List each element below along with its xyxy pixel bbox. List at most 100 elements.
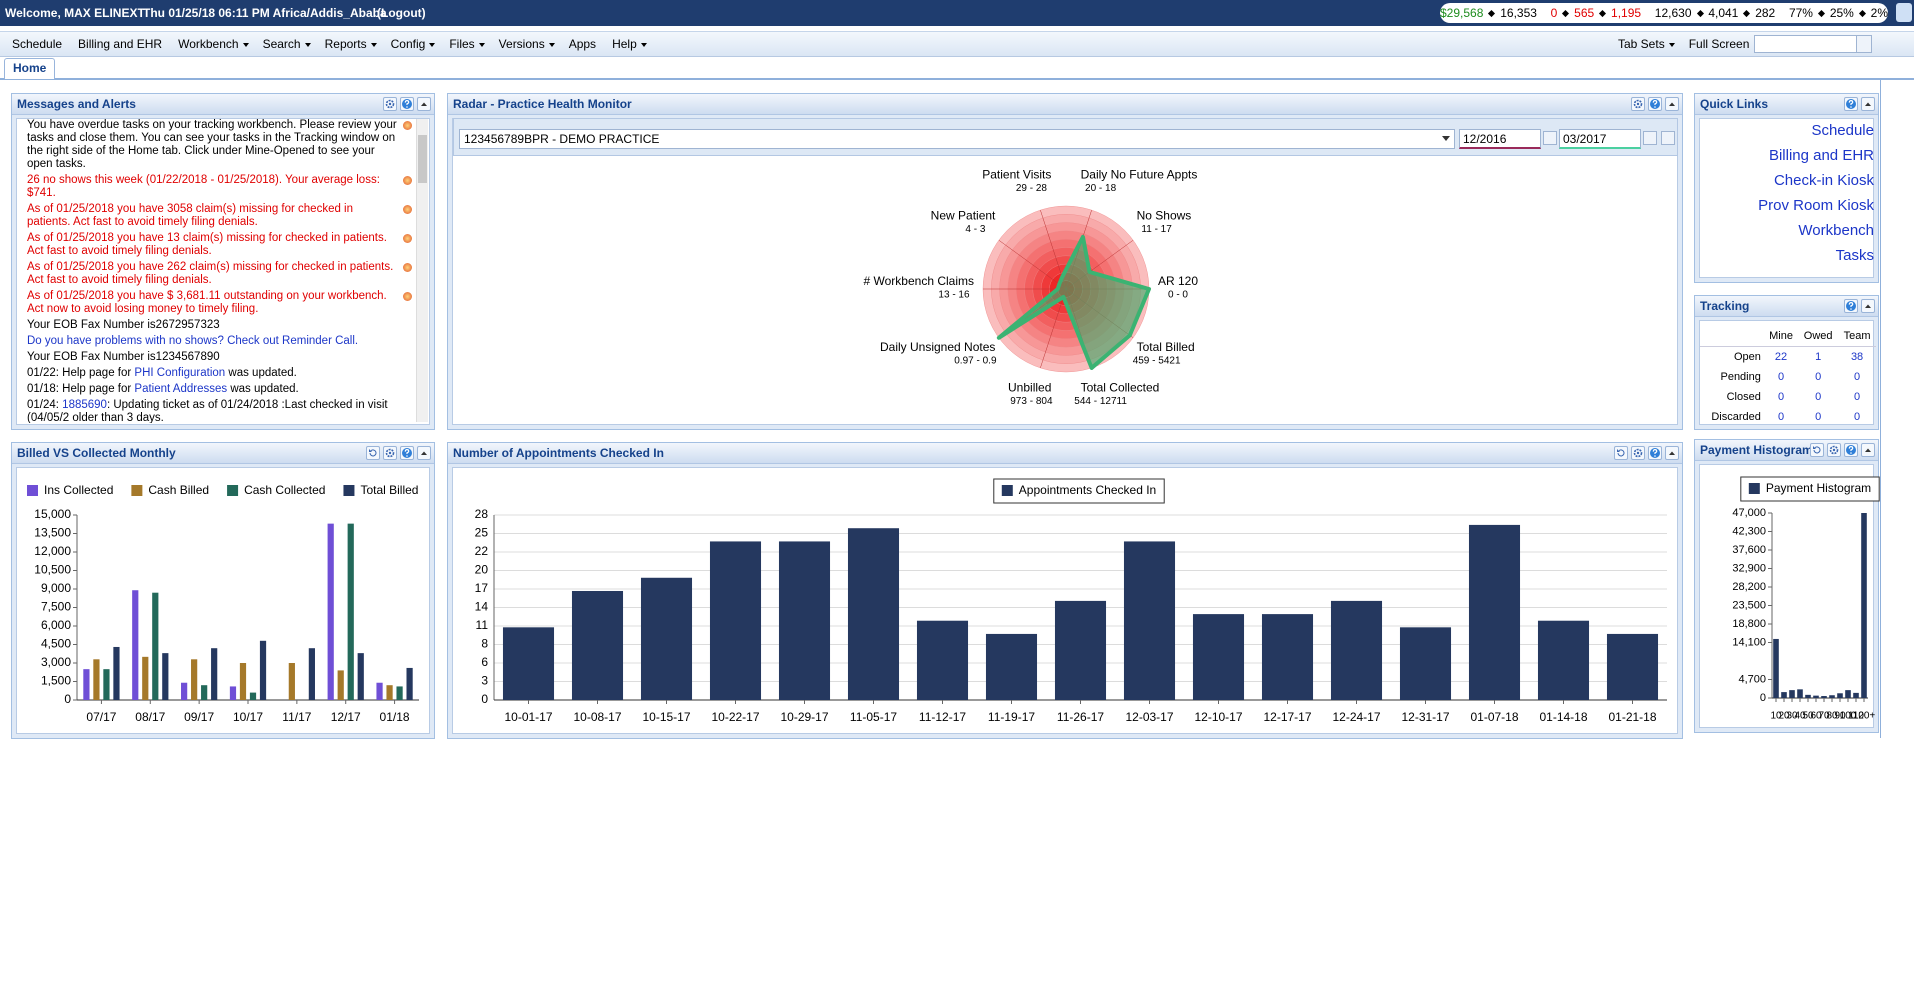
menu-item[interactable]: Full Screen [1688,37,1750,51]
message-link[interactable]: Patient Addresses [134,383,228,395]
message-link[interactable]: PHI Configuration [134,367,226,379]
panel-tool[interactable] [400,97,414,111]
help-button[interactable] [1896,3,1912,22]
panel-tool[interactable] [1631,97,1645,111]
stat: 1,195 [1611,6,1642,20]
legend-label: Appointments Checked In [1019,483,1156,497]
y-tick-label: 11 [476,618,489,632]
date-to[interactable]: 03/2017 [1559,129,1641,149]
panel-tool[interactable] [1844,443,1858,457]
panel-tool[interactable] [400,446,414,460]
count[interactable]: 0 [1815,371,1822,383]
panel-tool[interactable] [1810,443,1824,457]
message-link[interactable]: 1885690 [62,399,107,411]
menu-item[interactable]: Versions [491,37,561,51]
message-text: 01/18: Help page for Patient Addresses w… [16,383,397,396]
bar [1853,692,1859,698]
calendar-button[interactable] [1543,131,1557,145]
bar [1821,696,1827,698]
count[interactable]: 0 [1815,411,1822,423]
bar [337,670,344,700]
panel-tool[interactable] [1844,299,1858,313]
y-tick-label: 9,000 [41,581,71,595]
calendar-button[interactable] [1643,131,1657,145]
radar-range: 0.97 - 0.9 [954,355,997,366]
bar [1789,690,1795,698]
alert-icon [403,292,412,301]
count[interactable]: 0 [1777,411,1785,423]
row-label: Pending [1720,371,1761,383]
logout-link[interactable]: (Logout) [377,6,426,20]
tracking-row: Pending 0 0 0 [1700,367,1876,387]
x-tick-label: 60 [1810,711,1822,722]
quick-link[interactable]: Tasks [1835,247,1874,264]
count[interactable]: 0 [1854,371,1861,383]
count[interactable]: 0 [1854,391,1861,403]
count[interactable]: 0 [1777,371,1785,383]
quick-link[interactable]: Workbench [1798,222,1874,239]
count[interactable]: 38 [1850,351,1864,363]
bar [847,528,900,700]
panel-tool[interactable] [383,97,397,111]
y-tick-label: 17 [475,581,489,595]
panel-tool[interactable] [1861,299,1875,313]
legend-box [993,478,1165,504]
radar-controls: 123456789BPR - DEMO PRACTICE 12/2016 03/20… [453,118,1678,156]
panel-tool[interactable] [1648,446,1662,460]
count[interactable]: 0 [1815,391,1822,403]
y-tick-label: 23,500 [1732,599,1766,611]
count[interactable]: 1 [1815,351,1822,363]
menu-item[interactable]: Apps [568,37,597,51]
menu-item[interactable]: Tab Sets [1610,37,1681,51]
x-tick-label: 01/18 [380,710,410,724]
message-part: 01/24: [27,399,63,411]
message-text: Your EOB Fax Number is2672957323 [16,319,397,332]
count[interactable]: 0 [1854,411,1861,423]
quick-link[interactable]: Billing and EHR [1768,147,1874,164]
y-tick-label: 3 [481,674,488,688]
panel-tool[interactable] [1614,446,1628,460]
x-tick-label: 12-17-17 [1263,710,1311,724]
count[interactable]: 22 [1774,351,1788,363]
message: As of 01/25/2018 you have $ 3,681.11 out… [16,290,412,316]
panel-tool[interactable] [383,446,397,460]
practice-select[interactable]: 123456789BPR - DEMO PRACTICE [459,129,1455,149]
quick-link[interactable]: Schedule [1811,122,1874,139]
panel-tool[interactable] [417,97,431,111]
panel-tool[interactable] [1665,446,1679,460]
menu-item[interactable]: Config [383,37,442,51]
refresh-button[interactable] [1661,131,1675,145]
panel-tool[interactable] [1631,446,1645,460]
panel-tool[interactable] [1844,97,1858,111]
panel-tool[interactable] [1861,443,1875,457]
count[interactable]: 0 [1777,391,1785,403]
menu-bar: Schedule Billing and EHR Workbench Search Re… [0,31,1914,57]
panel-tool[interactable] [366,446,380,460]
panel-tool[interactable] [1861,97,1875,111]
panel-tool[interactable] [1827,443,1841,457]
menu-item[interactable]: Workbench [170,37,254,51]
row-label: Open [1733,351,1761,363]
search-input[interactable] [1754,35,1872,53]
menu-item[interactable]: Billing and EHR [78,37,163,51]
radar-label: Daily No Future Appts [1081,168,1198,182]
y-tick-label: 28,200 [1732,581,1766,593]
date-from[interactable]: 12/2016 [1459,129,1541,149]
panel-tool[interactable] [1648,97,1662,111]
menu-item[interactable]: Files [441,37,490,51]
message-text: As of 01/25/2018 you have 13 claim(s) mi… [16,232,397,258]
menu-item[interactable]: Search [255,37,317,51]
y-tick-label: 32,900 [1732,562,1766,574]
menu-item[interactable]: Schedule [12,37,63,51]
message: Your EOB Fax Number is1234567890 [16,351,412,364]
panel-tool[interactable] [1665,97,1679,111]
bar [1773,638,1779,698]
quick-link[interactable]: Check-in Kiosk [1773,172,1874,189]
menu-item[interactable]: Reports [317,37,383,51]
x-tick-label: 11/17 [282,710,311,724]
quick-link[interactable]: Prov Room Kiosk [1758,197,1874,214]
menu-item[interactable]: Help [604,37,653,51]
panel-tool[interactable] [417,446,431,460]
tab[interactable]: Home [4,58,56,79]
